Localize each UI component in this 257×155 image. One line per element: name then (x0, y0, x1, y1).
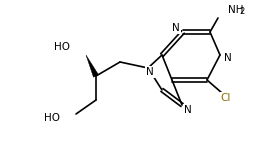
Text: N: N (224, 53, 232, 63)
Text: Cl: Cl (221, 93, 231, 103)
Text: N: N (146, 67, 154, 77)
Text: HO: HO (44, 113, 60, 123)
Polygon shape (86, 55, 98, 77)
Text: N: N (184, 105, 192, 115)
Text: N: N (172, 23, 180, 33)
Text: HO: HO (54, 42, 70, 52)
Text: 2: 2 (239, 7, 244, 16)
Text: NH: NH (228, 5, 243, 15)
